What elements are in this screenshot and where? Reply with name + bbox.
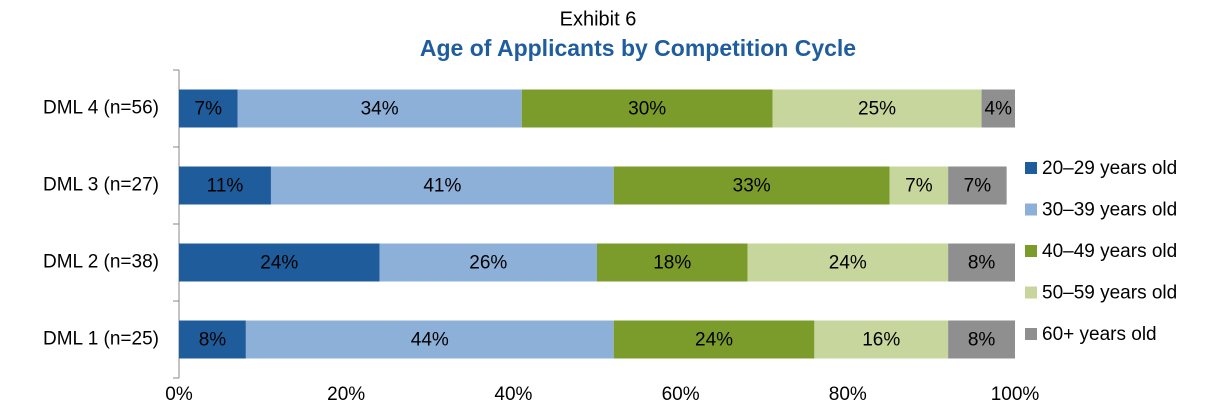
- bar-segment: [981, 89, 1015, 128]
- bar-segment: [948, 320, 1015, 359]
- bar-segment: [597, 243, 748, 282]
- data-label: 30%: [628, 99, 666, 120]
- data-label: 34%: [361, 99, 399, 120]
- data-label: 7%: [905, 176, 933, 197]
- legend-label: 50–59 years old: [1042, 283, 1177, 304]
- bar-segment: [179, 166, 271, 205]
- x-tick-label: 20%: [327, 384, 365, 405]
- bar-segment: [814, 320, 949, 359]
- data-label: 25%: [858, 99, 896, 120]
- data-label: 8%: [199, 330, 227, 351]
- legend-label: 20–29 years old: [1042, 158, 1177, 179]
- data-label: 24%: [260, 253, 298, 274]
- legend-swatch: [1025, 162, 1037, 174]
- data-label: 4%: [985, 99, 1013, 120]
- bar-segment: [270, 166, 614, 205]
- x-tick-label: 40%: [494, 384, 532, 405]
- data-label: 44%: [411, 330, 449, 351]
- data-label: 8%: [968, 330, 996, 351]
- bar-segment: [948, 243, 1015, 282]
- data-label: 26%: [469, 253, 507, 274]
- data-label: 16%: [862, 330, 900, 351]
- bar-segment: [948, 166, 1007, 205]
- bar-segment: [245, 320, 614, 359]
- bar-segment: [179, 89, 238, 128]
- bar-segment: [747, 243, 949, 282]
- category-label: DML 1 (n=25): [43, 329, 159, 350]
- legend-swatch: [1025, 328, 1037, 340]
- bar-segment: [179, 243, 380, 282]
- data-label: 41%: [423, 176, 461, 197]
- legend-label: 60+ years old: [1042, 324, 1157, 345]
- data-label: 24%: [829, 253, 867, 274]
- chart-subtitle: Age of Applicants by Competition Cycle: [420, 35, 856, 61]
- data-label: 11%: [207, 176, 244, 197]
- data-label: 24%: [695, 330, 733, 351]
- data-label: 8%: [968, 253, 996, 274]
- bar-segment: [889, 166, 949, 205]
- category-label: DML 4 (n=56): [43, 98, 159, 119]
- category-label: DML 3 (n=27): [43, 175, 159, 196]
- data-label: 18%: [653, 253, 691, 274]
- x-tick-label: 0%: [165, 384, 193, 405]
- x-tick-label: 100%: [991, 384, 1040, 405]
- bar-segment: [521, 89, 773, 128]
- legend-label: 40–49 years old: [1042, 241, 1177, 262]
- legend-swatch: [1025, 203, 1037, 216]
- legend-swatch: [1025, 286, 1037, 299]
- data-label: 33%: [733, 176, 771, 197]
- bar-segment: [379, 243, 597, 282]
- legend-swatch: [1025, 245, 1037, 257]
- data-label: 7%: [195, 99, 223, 120]
- x-tick-label: 80%: [829, 384, 867, 405]
- bar-segment: [613, 166, 890, 205]
- bar-segment: [179, 320, 246, 359]
- category-label: DML 2 (n=38): [43, 252, 159, 273]
- bar-segment: [772, 89, 982, 128]
- data-label: 7%: [964, 176, 992, 197]
- legend-label: 30–39 years old: [1042, 200, 1177, 221]
- chart-title: Exhibit 6: [560, 8, 637, 30]
- bar-segment: [237, 89, 522, 128]
- bar-segment: [613, 320, 815, 359]
- x-tick-label: 60%: [662, 384, 700, 405]
